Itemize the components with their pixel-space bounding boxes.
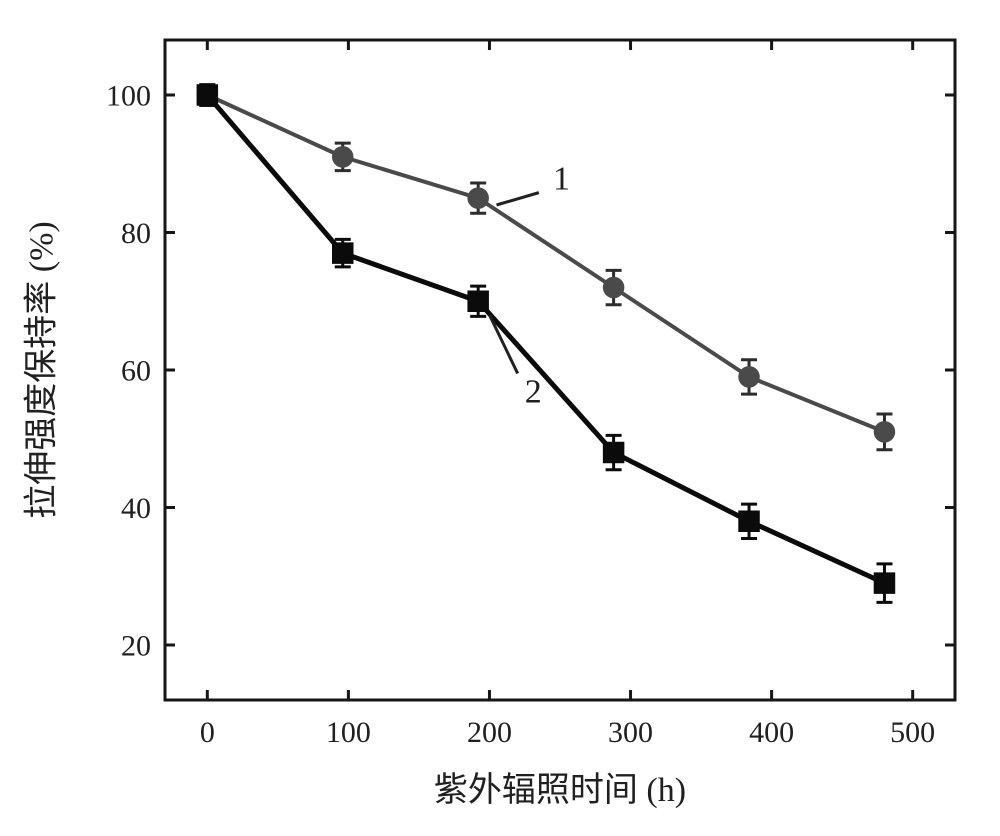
series-label: 2 (525, 374, 542, 411)
svg-text:60: 60 (121, 355, 151, 388)
svg-text:40: 40 (121, 492, 151, 525)
svg-text:200: 200 (467, 716, 512, 749)
line-chart: 0 100 200 300 400 500 20 40 60 80 100 1 2 (0, 0, 1000, 836)
svg-text:500: 500 (890, 716, 935, 749)
chart-container: 0 100 200 300 400 500 20 40 60 80 100 1 2 拉伸强度保持率 (%… (0, 0, 1000, 836)
svg-text:400: 400 (749, 716, 794, 749)
svg-text:100: 100 (326, 716, 371, 749)
series-label: 1 (553, 160, 570, 197)
x-axis-label: 紫外辐照时间 (h) (165, 762, 955, 818)
svg-text:0: 0 (200, 716, 215, 749)
svg-text:100: 100 (106, 80, 151, 113)
svg-text:80: 80 (121, 217, 151, 250)
svg-text:20: 20 (121, 630, 151, 663)
svg-text:300: 300 (608, 716, 653, 749)
y-axis-label: 拉伸强度保持率 (%) (14, 221, 63, 518)
